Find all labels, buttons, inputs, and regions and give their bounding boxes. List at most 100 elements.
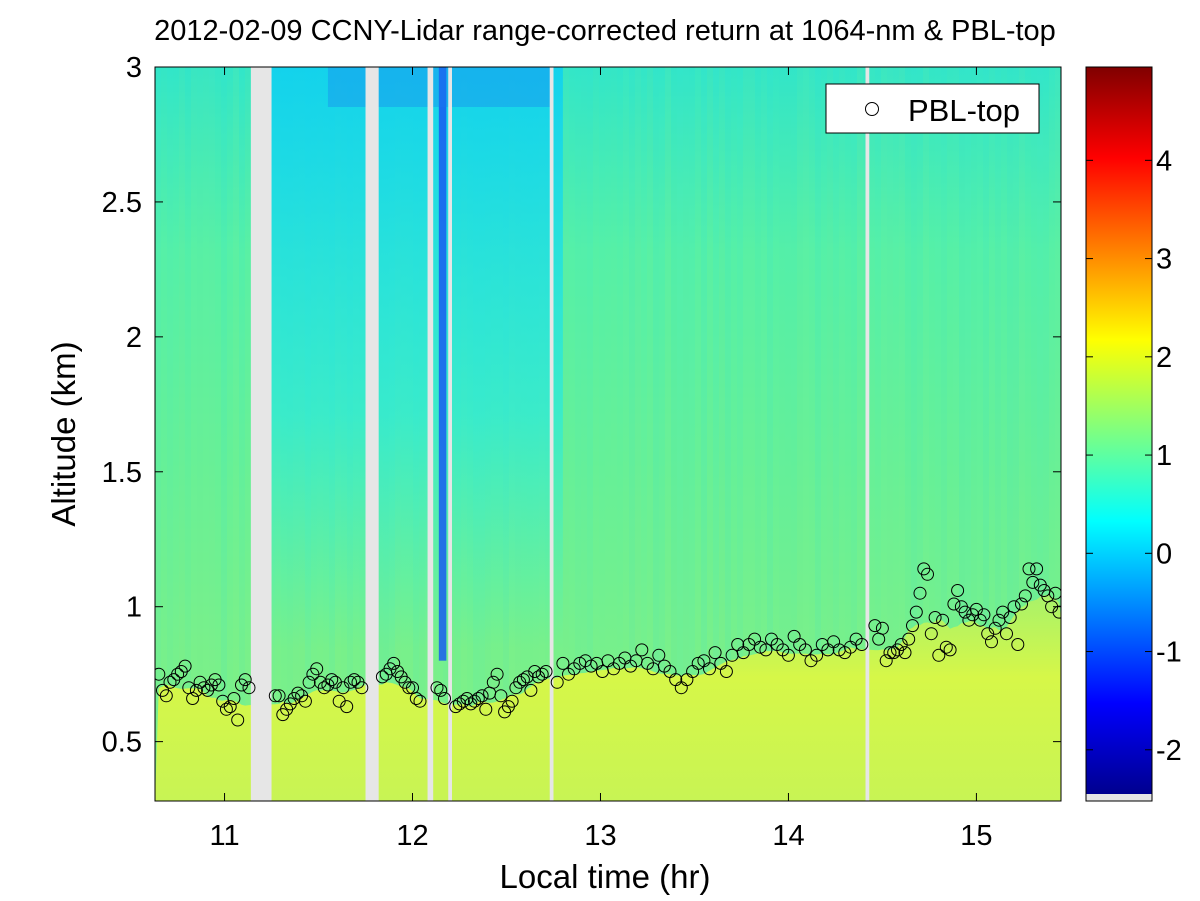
- field-texture-band: [233, 67, 239, 801]
- colorbar-ticks: -2 -1 0 1 2 3 4: [1086, 145, 1182, 767]
- field-texture-band: [899, 67, 905, 801]
- pbl-top-point: [1048, 586, 1061, 600]
- x-tick-label: 11: [209, 820, 239, 852]
- pbl-top-point: [798, 643, 812, 657]
- field-texture-band: [827, 67, 833, 801]
- field-texture-band: [245, 67, 251, 801]
- pbl-top-point: [898, 646, 912, 660]
- x-tick-label: 12: [396, 820, 428, 852]
- field-texture-band: [191, 67, 197, 801]
- field-texture-band: [719, 67, 725, 801]
- pbl-top-point: [272, 689, 286, 703]
- upper-noise-region: [327, 67, 554, 107]
- y-tick-label: 2.5: [102, 187, 142, 219]
- pbl-top-point: [375, 670, 389, 684]
- pbl-top-point: [1030, 562, 1044, 576]
- field-texture-band: [629, 67, 635, 801]
- field-texture-band: [209, 67, 215, 801]
- field-texture-band: [1007, 67, 1013, 801]
- pbl-top-point: [875, 621, 889, 635]
- field-texture-band: [803, 67, 809, 801]
- pbl-top-point: [906, 619, 919, 633]
- field-texture-band: [683, 67, 689, 801]
- field-texture-band: [671, 67, 677, 801]
- field-texture-band: [851, 67, 857, 801]
- pbl-top-point: [238, 673, 252, 687]
- field-texture-band: [743, 67, 749, 801]
- pbl-top-point: [186, 692, 200, 705]
- pbl-top-point: [635, 643, 649, 657]
- pbl-top-point: [535, 667, 549, 681]
- pbl-top-point: [652, 648, 666, 662]
- pbl-top-point: [413, 694, 427, 708]
- y-tick-label: 2: [126, 322, 142, 354]
- pbl-top-point: [539, 665, 553, 678]
- pbl-top-point: [471, 692, 485, 705]
- y-tick-label: 0.5: [102, 727, 142, 759]
- colorbar: -2 -1 0 1 2 3 4: [1085, 66, 1182, 802]
- low-signal-region: [271, 67, 563, 648]
- field-texture-band: [239, 67, 245, 801]
- pbl-top-point: [909, 605, 923, 619]
- field-texture-band: [563, 67, 569, 801]
- pbl-top-point: [178, 659, 192, 673]
- colorbar-frame: [1085, 66, 1153, 802]
- field-texture-band: [665, 67, 671, 801]
- field-texture-band: [635, 67, 641, 801]
- pbl-top-point: [977, 608, 991, 622]
- colorbar-gradient: [1086, 67, 1152, 794]
- pbl-top-point: [759, 643, 773, 657]
- x-axis: 11 12 13 14 15: [209, 67, 993, 852]
- y-tick-label: 3: [126, 52, 142, 84]
- field-texture-band: [767, 67, 773, 801]
- backscatter-field-bands: [155, 67, 1061, 801]
- field-texture-band: [887, 67, 893, 801]
- field-texture-band: [197, 67, 203, 801]
- field-texture-band: [749, 67, 755, 801]
- pbl-top-point: [928, 611, 942, 624]
- pbl-top-point: [887, 646, 901, 660]
- pbl-top-point: [753, 640, 767, 654]
- plot-area: [155, 67, 1061, 801]
- pbl-top-point: [494, 689, 508, 703]
- field-texture-band: [575, 67, 581, 801]
- pbl-top-point: [438, 692, 451, 705]
- pbl-top-point: [155, 667, 166, 681]
- pbl-top-point: [550, 675, 564, 689]
- field-texture-band: [797, 67, 803, 801]
- pbl-top-point: [855, 638, 869, 651]
- pbl-top-point: [344, 675, 357, 689]
- legend-marker-circle-icon: [865, 102, 879, 116]
- pbl-top-point: [708, 646, 722, 660]
- pbl-top-point: [505, 694, 519, 708]
- field-texture-band: [911, 67, 917, 801]
- field-texture-band: [965, 67, 971, 801]
- y-axis-label: Altitude (km): [45, 341, 82, 526]
- pbl-top-point: [921, 567, 934, 581]
- pbl-top-point: [340, 700, 354, 714]
- colorbar-tick-label: 1: [1156, 440, 1172, 472]
- field-texture-band: [923, 67, 929, 801]
- field-texture-band: [941, 67, 947, 801]
- field-texture-band: [587, 67, 593, 801]
- pbl-top-point: [486, 675, 500, 689]
- pbl-top-point: [1015, 597, 1028, 611]
- pbl-top-point: [883, 646, 897, 660]
- colorbar-tick-label: 2: [1156, 342, 1172, 374]
- noisy-column: [438, 67, 447, 661]
- pbl-top-point: [943, 643, 957, 657]
- field-texture-band: [983, 67, 989, 801]
- pbl-top-point: [703, 662, 716, 676]
- pbl-top-point: [223, 700, 237, 714]
- x-tick-label: 13: [584, 820, 616, 852]
- pbl-top-point: [434, 683, 448, 697]
- field-texture-band: [167, 67, 173, 801]
- data-gap-column: [250, 67, 272, 801]
- field-texture-band: [221, 67, 227, 801]
- pbl-top-point: [475, 689, 489, 703]
- pbl-top-point: [516, 673, 530, 687]
- field-texture-band: [179, 67, 185, 801]
- pbl-top-point: [387, 656, 401, 670]
- field-texture-band: [653, 67, 659, 801]
- colorbar-tick-label: 4: [1156, 145, 1172, 177]
